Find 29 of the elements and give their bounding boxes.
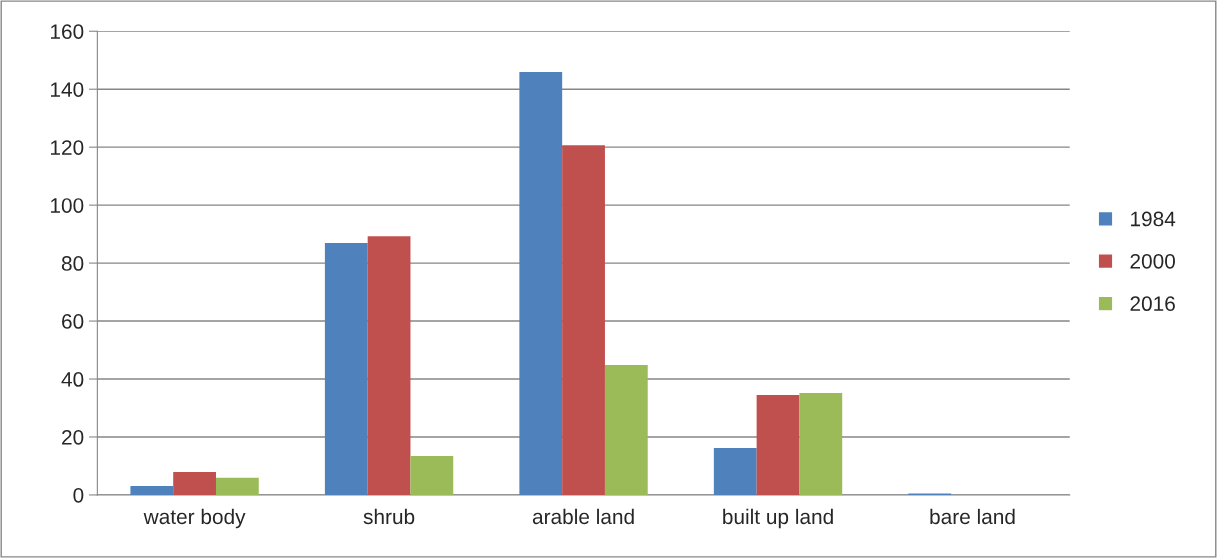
legend-label: 2016 (1130, 296, 1175, 312)
y-tick-label: 100 (51, 198, 84, 213)
y-tick-label: 80 (61, 256, 84, 271)
x-tick-label: shrub (363, 508, 415, 525)
bar (410, 456, 454, 495)
bar (215, 477, 259, 495)
x-tick-label: bare land (930, 508, 1015, 525)
bar (756, 394, 800, 495)
y-tick-label: 160 (51, 24, 84, 39)
x-tick-label: built up land (723, 508, 833, 529)
bar (367, 236, 411, 495)
x-tick-label: water body (143, 508, 246, 529)
legend-label: 1984 (1131, 211, 1176, 227)
x-tick-label: arable land (532, 508, 634, 525)
y-tick-label: 60 (62, 314, 84, 329)
bar (604, 365, 648, 495)
y-tick-label: 40 (61, 372, 84, 387)
bar (130, 485, 174, 495)
y-tick-label: 140 (51, 82, 84, 97)
y-tick-label: 20 (62, 429, 84, 445)
bar (562, 145, 605, 495)
bar (713, 448, 757, 495)
y-tick-label: 0 (73, 487, 84, 503)
y-tick-label: 120 (51, 140, 84, 155)
bar (799, 392, 843, 495)
legend-label: 2000 (1130, 253, 1175, 269)
bar (519, 72, 563, 495)
bar (173, 472, 216, 495)
bar (324, 243, 368, 495)
